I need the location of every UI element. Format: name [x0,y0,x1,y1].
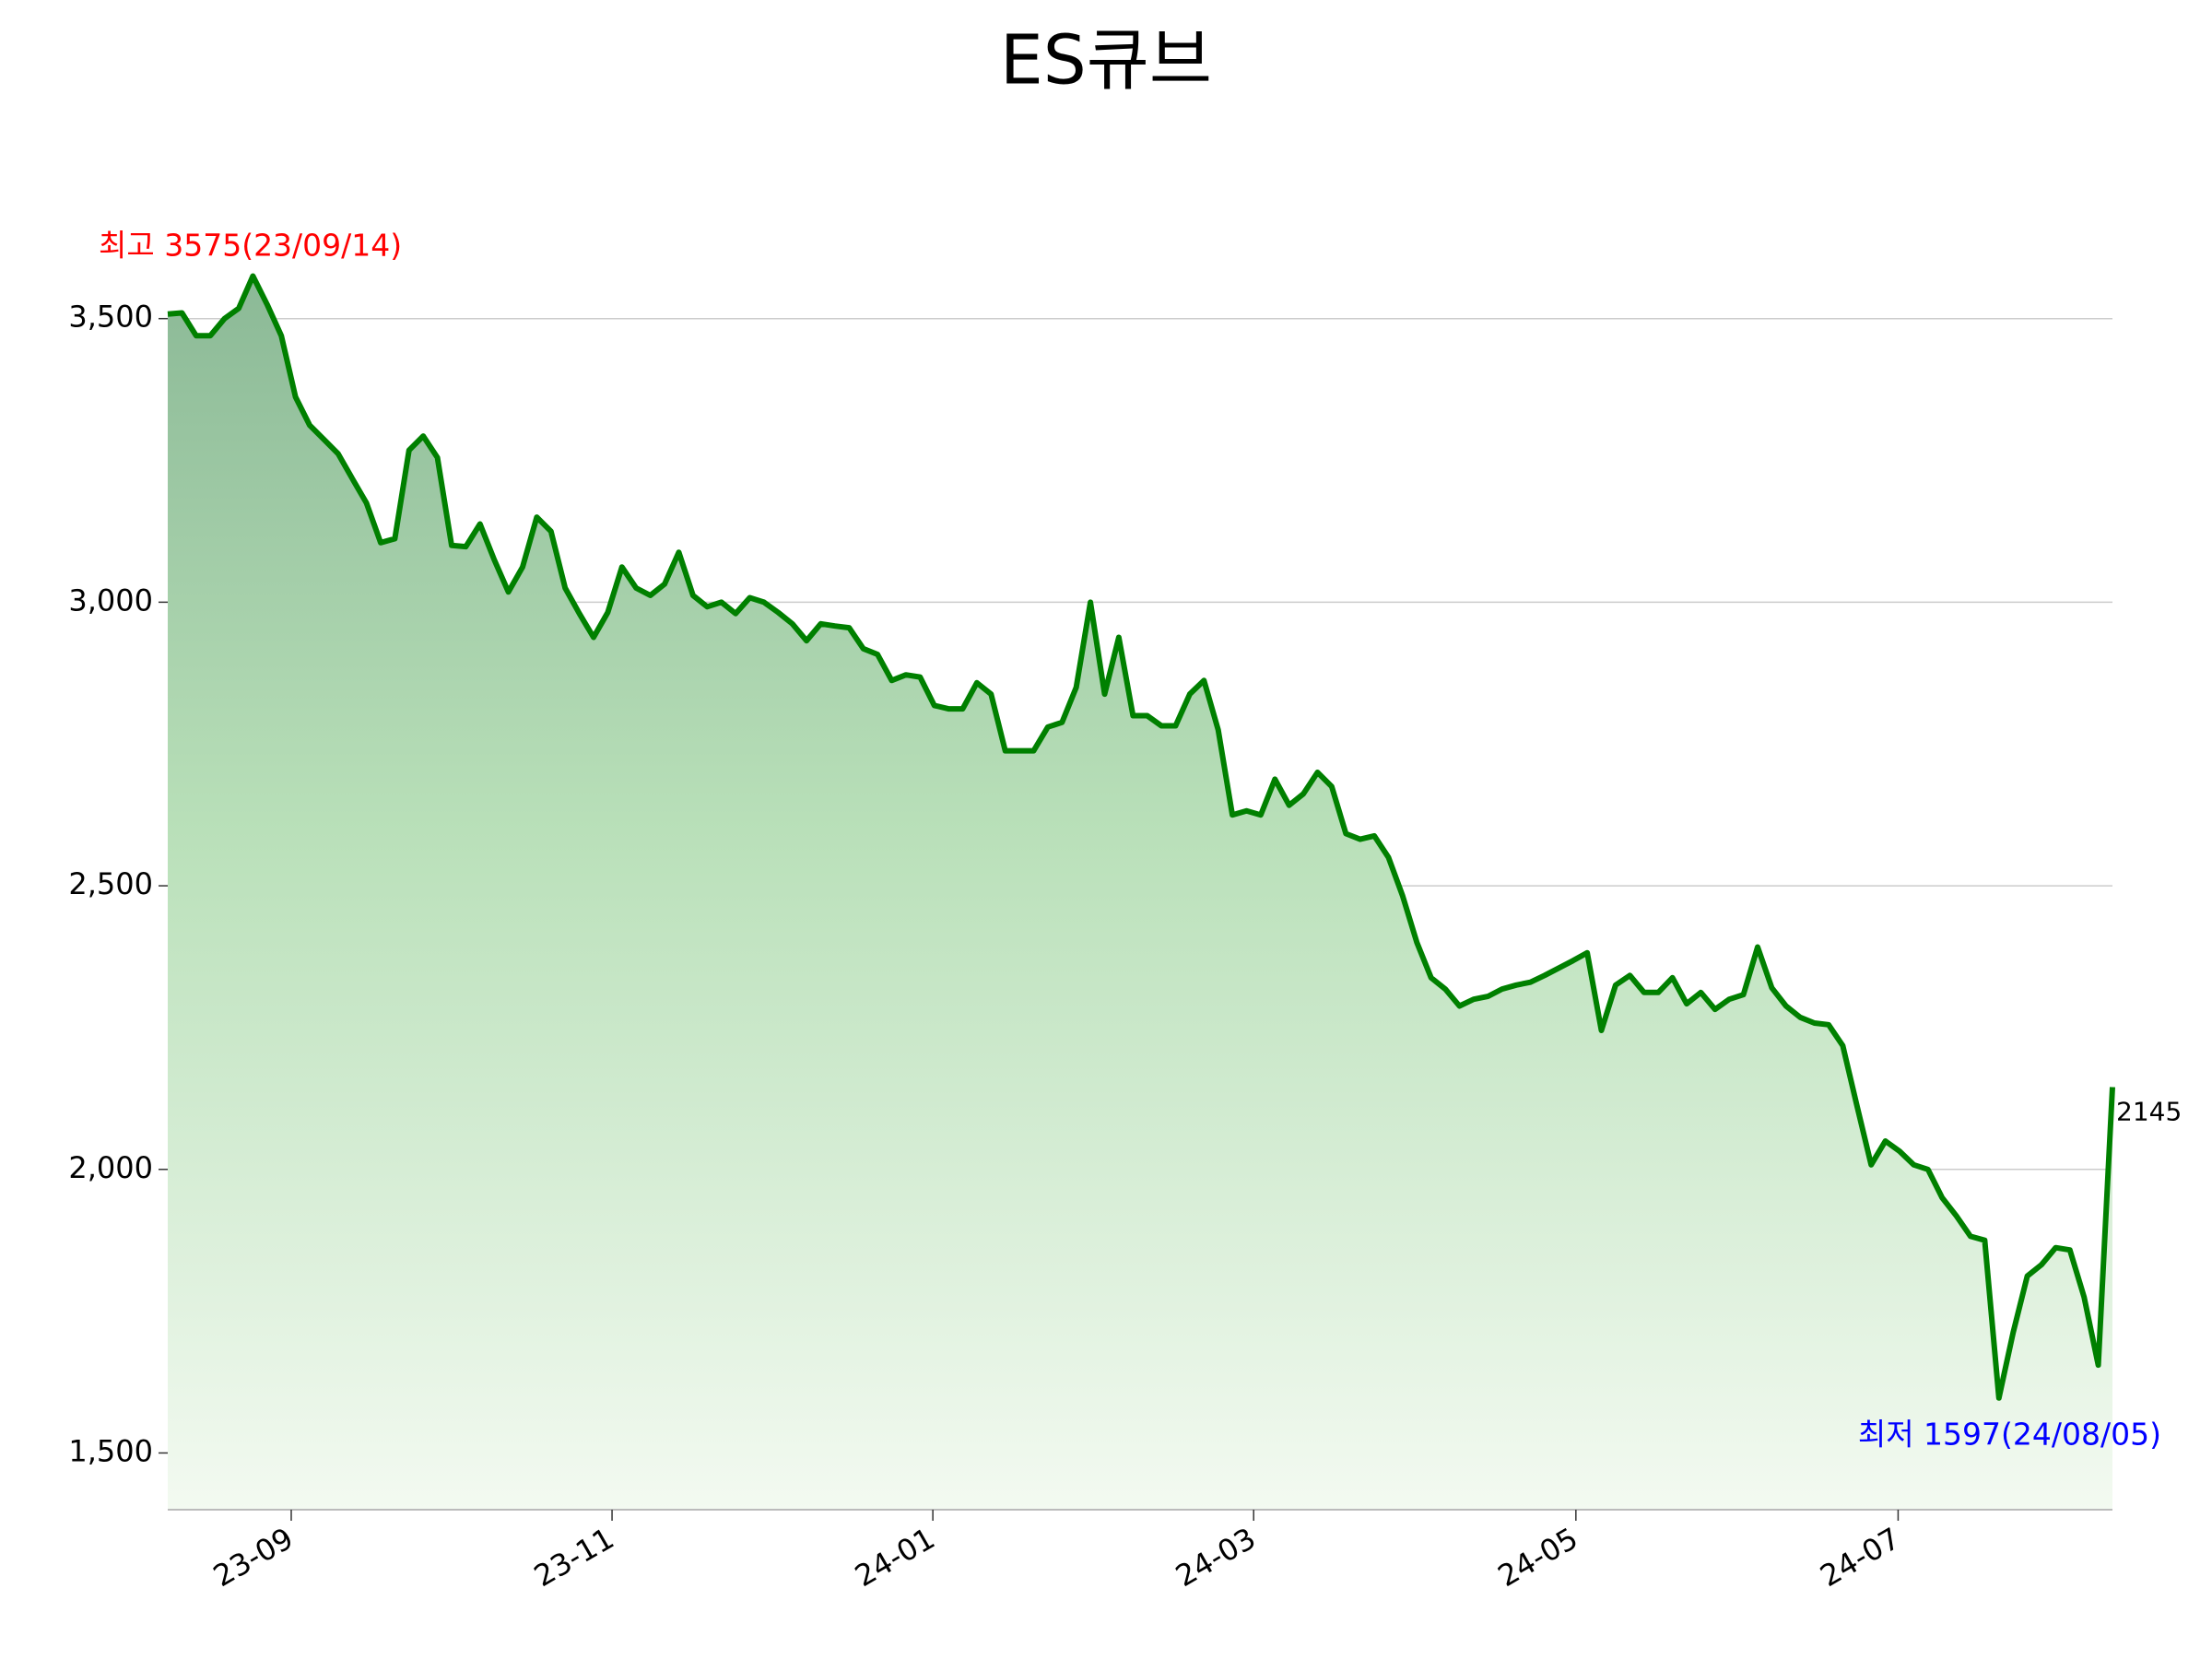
y-tick-label: 3,500 [68,300,153,335]
area-fill [168,276,2112,1510]
x-tick-label: 24-05 [1492,1521,1584,1594]
x-tick-label: 24-01 [849,1521,941,1594]
x-tick-label: 23-09 [207,1521,300,1594]
y-tick-label: 1,500 [68,1433,153,1468]
x-tick-label: 24-07 [1814,1521,1906,1594]
last-value-label: 2145 [2116,1097,2182,1127]
y-tick-label: 3,000 [68,582,153,618]
price-line [167,273,2115,1401]
annotation: 최저 1597(24/08/05) [1858,1417,2161,1453]
annotation: 최고 3575(23/09/14) [99,228,402,264]
x-tick-label: 23-11 [528,1521,620,1594]
x-tick-label: 24-03 [1170,1521,1262,1594]
chart-title: ES큐브 [1000,21,1212,100]
y-tick-label: 2,000 [68,1150,153,1185]
y-tick-label: 2,500 [68,866,153,901]
